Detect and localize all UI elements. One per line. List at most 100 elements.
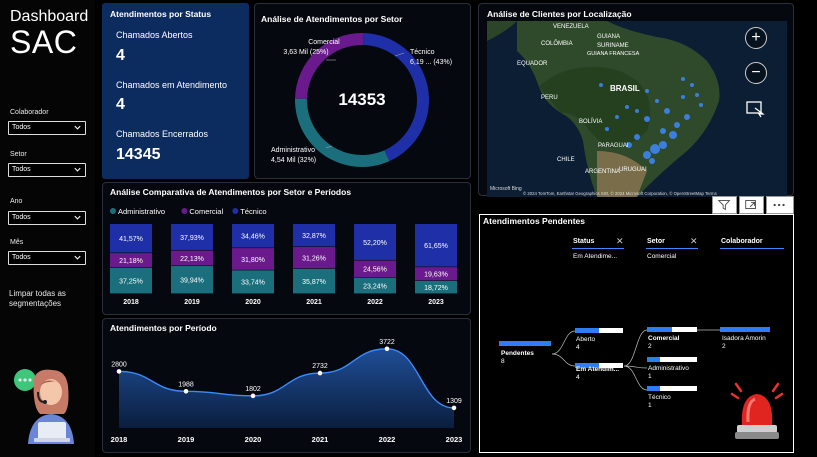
legend-label: Técnico: [240, 207, 266, 216]
bar-value-label: 34,46%: [241, 234, 265, 241]
donut-label-tecnico-value: 6,19 ... (43%): [410, 59, 452, 66]
tree-node-aberto[interactable]: Aberto: [576, 336, 596, 343]
bar-segment-técnico[interactable]: [110, 224, 152, 253]
close-icon[interactable]: ✕: [690, 236, 698, 246]
map-client-dot[interactable]: [643, 151, 651, 159]
map-client-dot[interactable]: [635, 109, 639, 113]
map-client-dot[interactable]: [695, 93, 699, 97]
bar-segment-administrativo[interactable]: [110, 267, 152, 294]
app-title: Dashboard: [10, 8, 89, 25]
legend-label: Administrativo: [118, 207, 165, 216]
bar-segment-técnico[interactable]: [293, 224, 335, 247]
map-client-dot[interactable]: [690, 83, 694, 87]
map-client-dot[interactable]: [681, 77, 685, 81]
bar-segment-administrativo[interactable]: [293, 268, 335, 294]
map-select-region-icon[interactable]: [745, 100, 765, 118]
more-options-button[interactable]: [766, 196, 794, 214]
stacked-title: Análise Comparativa de Atendimentos por …: [110, 187, 352, 197]
tree-bar-pendentes[interactable]: [499, 341, 551, 346]
clear-filters-button[interactable]: Limpar todas as segmentações: [9, 289, 66, 308]
tree-node-em-atendimento[interactable]: Em Atendim...: [576, 366, 620, 373]
area-point[interactable]: [317, 370, 323, 376]
map-client-dot[interactable]: [660, 128, 666, 134]
tree-node-administrativo[interactable]: Administrativo: [648, 365, 689, 372]
bar-segment-administrativo[interactable]: [415, 280, 457, 294]
tree-node-em-atendimento-value: 4: [576, 374, 580, 381]
app-subtitle: SAC: [10, 24, 78, 60]
map-label-equador: EQUADOR: [517, 61, 548, 67]
map-client-dot[interactable]: [615, 115, 619, 119]
map-client-dot[interactable]: [684, 114, 690, 120]
tree-node-comercial[interactable]: Comercial: [648, 335, 680, 342]
bar-segment-comercial[interactable]: [110, 253, 152, 268]
bar-segment-comercial[interactable]: [171, 250, 213, 266]
bar-segment-técnico[interactable]: [415, 224, 457, 267]
tree-node-isadora[interactable]: Isadora Amorin: [722, 335, 766, 342]
area-point[interactable]: [250, 393, 256, 399]
map-client-dot[interactable]: [626, 142, 632, 148]
tree-bar-track: [647, 327, 697, 332]
bar-segment-administrativo[interactable]: [171, 266, 213, 294]
donut-segment-comercial[interactable]: [295, 33, 364, 99]
map-client-dot[interactable]: [699, 103, 703, 107]
donut-segment-técnico[interactable]: [363, 33, 429, 162]
bar-value-label: 61,65%: [424, 243, 448, 250]
area-point[interactable]: [451, 405, 457, 411]
map-client-dot[interactable]: [644, 116, 650, 122]
map-client-dot[interactable]: [649, 158, 655, 164]
tree-header-setor-selected: Comercial: [647, 253, 677, 260]
filter-select-setor[interactable]: Todos: [8, 163, 86, 177]
bar-segment-comercial[interactable]: [415, 267, 457, 281]
status-card: [102, 3, 249, 179]
area-point[interactable]: [116, 369, 122, 374]
map-client-dot[interactable]: [681, 95, 685, 99]
area-value-label: 1802: [245, 386, 261, 393]
map-client-dot[interactable]: [605, 127, 609, 131]
donut-segment-administrativo[interactable]: [295, 98, 390, 167]
area-point[interactable]: [183, 388, 189, 394]
donut-label-comercial-name: Comercial: [308, 39, 340, 46]
focus-mode-button[interactable]: [739, 196, 764, 214]
expand-icon: [745, 200, 756, 209]
filter-visual-button[interactable]: [712, 196, 737, 214]
bar-segment-administrativo[interactable]: [354, 277, 396, 294]
map-client-dot[interactable]: [669, 131, 677, 139]
area-point[interactable]: [384, 346, 390, 352]
map-client-dot[interactable]: [674, 122, 680, 128]
bar-value-label: 22,13%: [180, 256, 204, 263]
chevron-down-icon: [74, 215, 81, 220]
map-client-dot[interactable]: [655, 99, 659, 103]
bar-segment-administrativo[interactable]: [232, 270, 274, 294]
filter-select-mes[interactable]: Todos: [8, 251, 86, 265]
area-value-label: 2732: [312, 363, 328, 370]
x-tick-label: 2020: [245, 299, 261, 306]
map-zoom-in-button[interactable]: +: [745, 27, 767, 49]
bar-segment-comercial[interactable]: [293, 247, 335, 269]
close-icon[interactable]: ✕: [616, 236, 624, 246]
tree-bar-track: [575, 363, 623, 368]
map-client-dot[interactable]: [599, 83, 603, 87]
bar-segment-técnico[interactable]: [171, 224, 213, 250]
filter-select-ano[interactable]: Todos: [8, 211, 86, 225]
map-client-dot[interactable]: [664, 108, 670, 114]
bar-segment-técnico[interactable]: [232, 224, 274, 248]
filter-select-colaborador[interactable]: Todos: [8, 121, 86, 135]
tree-node-pendentes[interactable]: Pendentes: [501, 350, 534, 357]
bar-value-label: 37,93%: [180, 235, 204, 242]
map-client-dot[interactable]: [634, 134, 640, 140]
bar-segment-técnico[interactable]: [354, 224, 396, 260]
map-label-argentina: ARGENTINA: [585, 169, 620, 175]
bar-segment-comercial[interactable]: [232, 248, 274, 270]
client-location-map[interactable]: VENEZUELA GUIANA COLÔMBIA SURINAME GUIAN…: [487, 21, 787, 197]
map-client-dot[interactable]: [645, 89, 649, 93]
filter-label-colaborador: Colaborador: [10, 109, 49, 116]
map-client-dot[interactable]: [659, 141, 667, 149]
tree-node-tecnico[interactable]: Técnico: [648, 394, 671, 401]
bar-value-label: 41,57%: [119, 236, 143, 243]
map-zoom-out-button[interactable]: −: [745, 62, 767, 84]
status-value-em-atendimento: 4: [116, 96, 125, 113]
map-client-dot[interactable]: [650, 144, 660, 154]
donut-label-administrativo-value: 4,54 Mil (32%): [271, 157, 316, 164]
map-client-dot[interactable]: [625, 105, 629, 109]
bar-segment-comercial[interactable]: [354, 260, 396, 278]
